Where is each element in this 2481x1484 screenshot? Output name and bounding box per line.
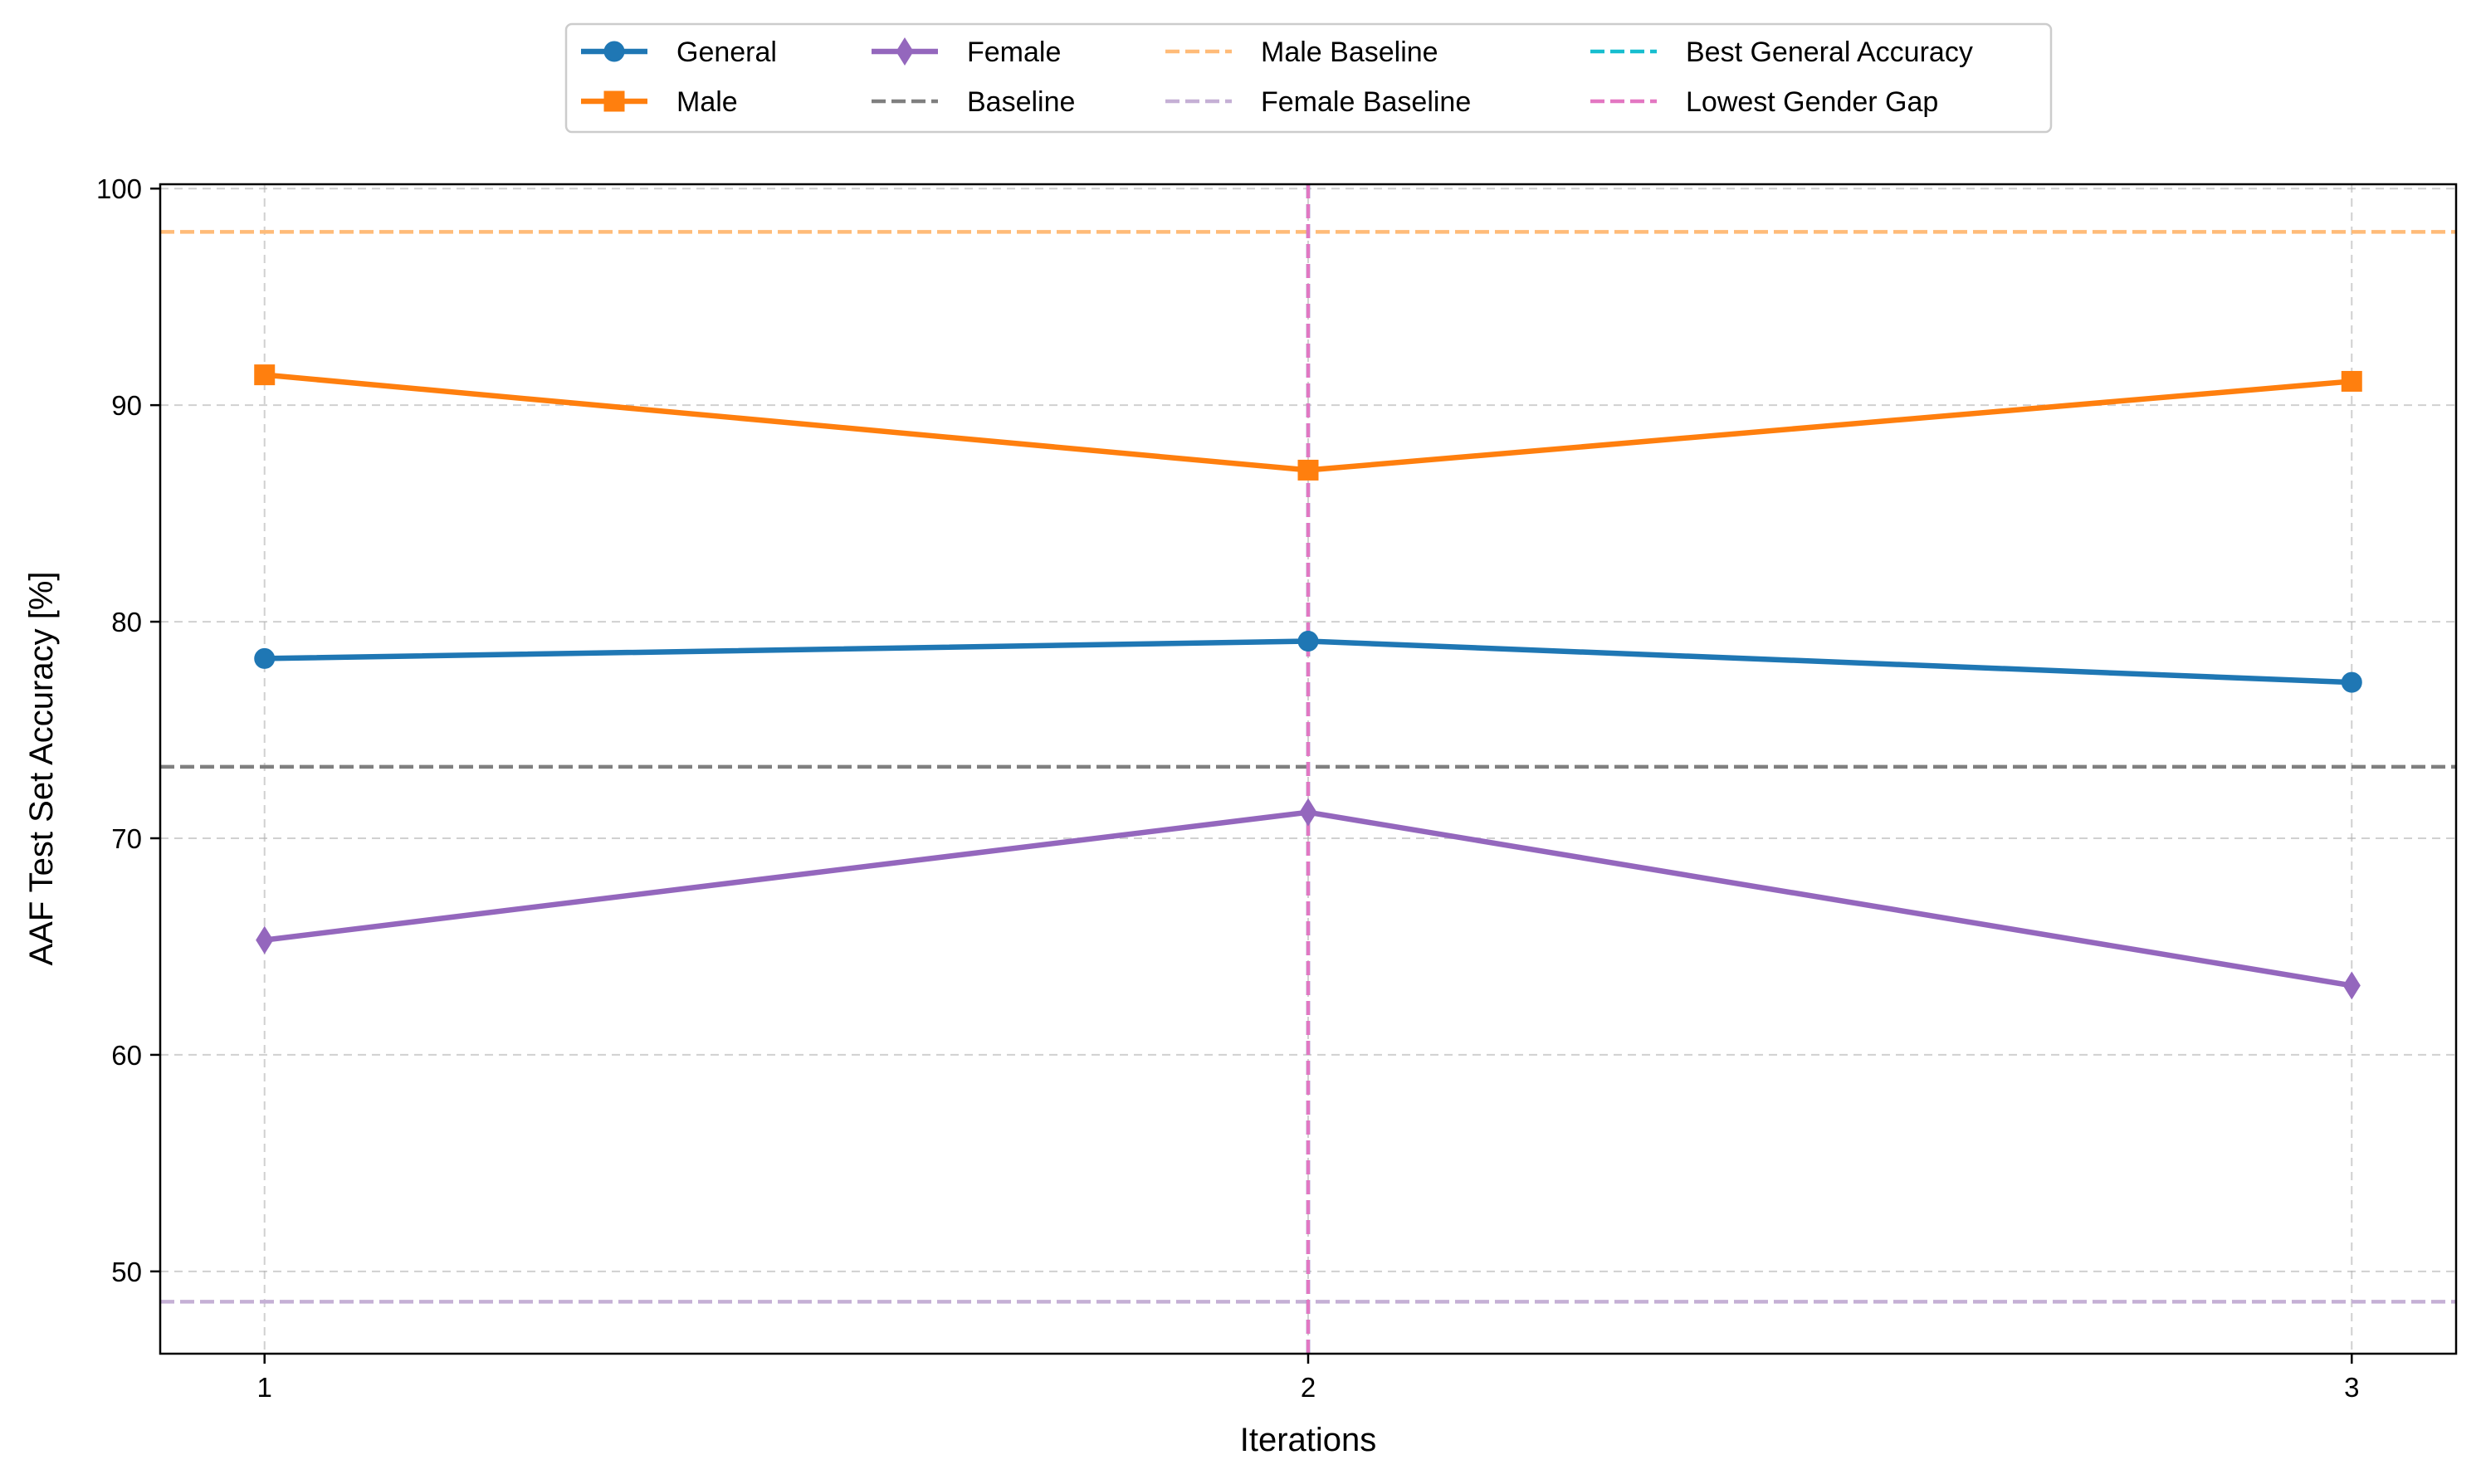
legend-label-lowest-gender-gap: Lowest Gender Gap xyxy=(1686,86,1938,118)
axis-layer: 50 60 70 80 90 100 1 2 3 xyxy=(96,173,2360,1403)
legend-label-male: Male xyxy=(676,86,738,118)
legend-marker-female xyxy=(896,37,914,66)
legend-label-baseline: Baseline xyxy=(967,86,1075,118)
female-point xyxy=(2342,971,2361,1000)
female-point xyxy=(1299,798,1317,827)
y-tick-label: 90 xyxy=(111,390,142,421)
legend: General Male Female Baseline Male Baseline Fe… xyxy=(564,22,2053,134)
male-point xyxy=(254,364,276,386)
y-axis-label: AAF Test Set Accuracy [%] xyxy=(23,572,60,966)
x-axis-label: Iterations xyxy=(1240,1422,1377,1458)
y-tick-label: 60 xyxy=(111,1040,142,1071)
general-point xyxy=(254,647,276,669)
general-point xyxy=(1297,631,1319,652)
male-point xyxy=(2341,370,2362,392)
female-point xyxy=(256,925,274,954)
male-point xyxy=(1297,459,1319,481)
x-tick-label: 1 xyxy=(257,1372,272,1403)
reference-lines xyxy=(160,184,2456,1354)
legend-label-female: Female xyxy=(967,37,1061,68)
y-tick-label: 80 xyxy=(111,607,142,637)
y-tick-label: 50 xyxy=(111,1257,142,1287)
legend-label-best-general-accuracy: Best General Accuracy xyxy=(1686,37,1973,68)
legend-label-male-baseline: Male Baseline xyxy=(1261,37,1438,68)
y-tick-label: 70 xyxy=(111,823,142,854)
legend-marker-general xyxy=(603,41,625,62)
x-tick-label: 3 xyxy=(2344,1372,2359,1403)
legend-marker-male xyxy=(603,90,625,112)
legend-label-female-baseline: Female Baseline xyxy=(1261,86,1471,118)
general-point xyxy=(2341,671,2362,693)
series-layer xyxy=(254,364,2362,1000)
legend-label-general: General xyxy=(676,37,777,68)
x-tick-label: 2 xyxy=(1301,1372,1316,1403)
y-tick-label: 100 xyxy=(96,173,142,204)
